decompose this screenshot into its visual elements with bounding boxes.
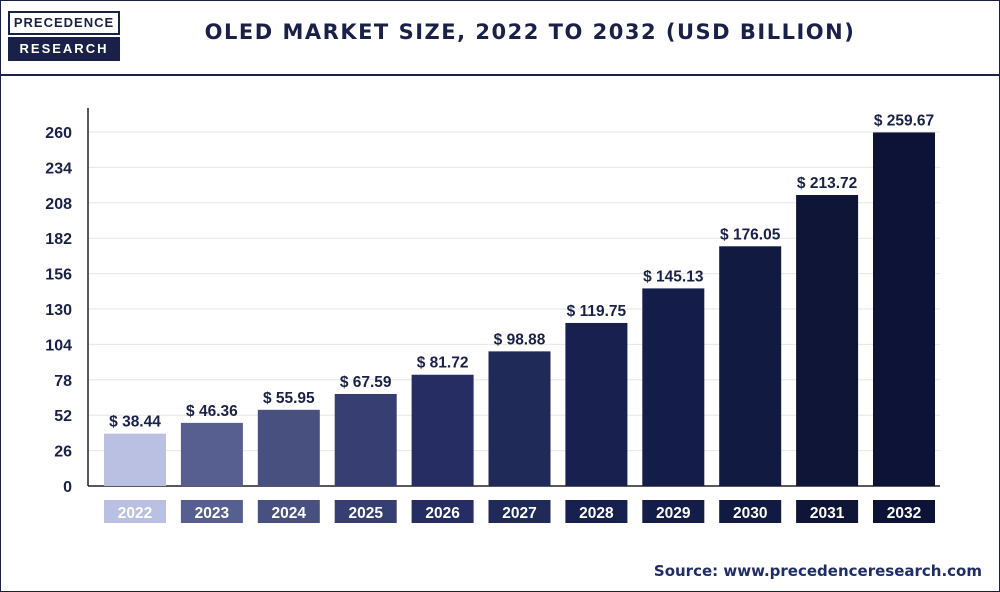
bar-2030 xyxy=(719,246,782,486)
x-tick-label-2028: 2028 xyxy=(579,505,614,522)
y-tick-label: 26 xyxy=(54,444,72,461)
bar-2025 xyxy=(334,393,397,486)
x-tick-label-2031: 2031 xyxy=(810,505,845,522)
category-box-2023 xyxy=(180,500,243,523)
category-box-2032 xyxy=(873,500,935,523)
value-label-2028: $ 119.75 xyxy=(567,303,627,320)
y-tick-label: 130 xyxy=(45,302,72,319)
y-tick-label: 156 xyxy=(45,267,72,284)
value-label-2029: $ 145.13 xyxy=(643,268,704,285)
category-box-2028 xyxy=(565,500,628,523)
value-label-2027: $ 98.88 xyxy=(494,331,546,348)
y-tick-label: 104 xyxy=(45,337,72,354)
category-box-2030 xyxy=(719,500,782,523)
category-box-2025 xyxy=(334,500,397,523)
y-tick-label: 0 xyxy=(63,479,72,496)
category-box-2027 xyxy=(488,500,551,523)
bar-2024 xyxy=(257,409,320,486)
source-text: Source: www.precedenceresearch.com xyxy=(653,562,982,580)
y-tick-label: 52 xyxy=(54,408,72,425)
category-box-2029 xyxy=(642,500,705,523)
x-tick-label-2030: 2030 xyxy=(733,505,767,522)
logo-line-1: PRECEDENCE xyxy=(8,11,120,35)
bar-2031 xyxy=(796,195,859,486)
value-label-2025: $ 67.59 xyxy=(340,374,392,391)
category-box-2031 xyxy=(796,500,859,523)
x-tick-label-2029: 2029 xyxy=(656,505,691,522)
value-label-2032: $ 259.67 xyxy=(874,112,934,129)
bar-2027 xyxy=(488,351,551,486)
logo-line-2: RESEARCH xyxy=(8,37,120,61)
y-tick-label: 260 xyxy=(45,125,72,142)
bar-2026 xyxy=(411,374,474,486)
y-tick-label: 78 xyxy=(54,373,72,390)
value-label-2022: $ 38.44 xyxy=(109,414,161,431)
value-label-2024: $ 55.95 xyxy=(263,390,315,407)
value-label-2030: $ 176.05 xyxy=(720,226,781,243)
value-label-2026: $ 81.72 xyxy=(417,355,469,372)
category-box-2026 xyxy=(411,500,474,523)
x-tick-label-2023: 2023 xyxy=(195,505,230,522)
x-tick-label-2032: 2032 xyxy=(887,505,921,522)
value-label-2031: $ 213.72 xyxy=(797,175,857,192)
chart-title: OLED MARKET SIZE, 2022 TO 2032 (USD BILL… xyxy=(204,20,856,44)
bar-chart: 0 26 52 78 104 130 156 182 208 234 260 $ 38.44 2022 $… xyxy=(45,108,940,523)
precedence-research-logo: PRECEDENCE RESEARCH xyxy=(8,11,120,61)
x-tick-label-2024: 2024 xyxy=(272,505,307,522)
bar-2028 xyxy=(565,322,628,486)
x-tick-label-2026: 2026 xyxy=(425,505,460,522)
x-tick-label-2027: 2027 xyxy=(502,505,536,522)
bar-2029 xyxy=(642,288,705,486)
header: PRECEDENCE RESEARCH OLED MARKET SIZE, 20… xyxy=(0,0,1000,76)
x-tick-label-2025: 2025 xyxy=(348,505,383,522)
bar-2022 xyxy=(104,433,166,486)
y-tick-label: 208 xyxy=(45,196,72,213)
value-label-2023: $ 46.36 xyxy=(186,403,238,420)
y-tick-label: 234 xyxy=(45,160,72,177)
x-tick-label-2022: 2022 xyxy=(118,505,152,522)
category-box-2024 xyxy=(257,500,320,523)
y-tick-label: 182 xyxy=(45,231,72,248)
bar-2032 xyxy=(873,132,935,486)
category-box-2022 xyxy=(104,500,166,523)
bar-2023 xyxy=(180,422,243,486)
